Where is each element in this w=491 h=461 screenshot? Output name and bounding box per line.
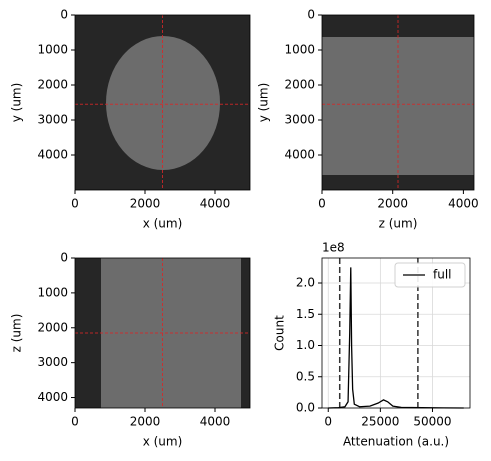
y-tick-label: 1.5 — [296, 307, 315, 321]
y-axis-label: Count — [273, 315, 287, 351]
x-axis-label: x (um) — [143, 435, 183, 449]
x-tick-label: 0 — [318, 197, 326, 211]
y-tick-label: 2000 — [37, 78, 68, 92]
y-tick-label: 1000 — [37, 285, 68, 299]
x-tick-label: 50000 — [413, 415, 451, 429]
x-axis-label: z (um) — [379, 217, 418, 231]
x-axis-label: x (um) — [143, 217, 183, 231]
y-axis-label: y (um) — [10, 83, 24, 123]
y-axis-label: y (um) — [257, 83, 271, 123]
x-axis-label: Attenuation (a.u.) — [343, 435, 449, 449]
x-tick-label: 2000 — [377, 197, 408, 211]
x-tick-label: 4000 — [448, 197, 479, 211]
y-tick-label: 2.0 — [296, 276, 315, 290]
y-tick-label: 4000 — [37, 390, 68, 404]
crosshair — [75, 15, 250, 190]
y-tick-label: 2000 — [284, 78, 315, 92]
crosshair — [322, 15, 474, 190]
y-tick-label: 0 — [60, 8, 68, 22]
y-axis-label: z (um) — [10, 314, 24, 353]
y-tick-label: 0.0 — [296, 401, 315, 415]
y-tick-label: 4000 — [37, 148, 68, 162]
x-tick-label: 2000 — [130, 415, 161, 429]
y-tick-label: 3000 — [37, 355, 68, 369]
axes-frame — [74, 14, 251, 191]
legend-label: full — [433, 268, 452, 282]
y-tick-label: 3000 — [37, 113, 68, 127]
axes-frame — [74, 257, 251, 409]
y-tick-label: 4000 — [284, 148, 315, 162]
y-tick-label: 3000 — [284, 113, 315, 127]
crosshair — [75, 258, 250, 408]
y-tick-label: 1000 — [284, 43, 315, 57]
y-tick-label: 0 — [307, 8, 315, 22]
y-tick-label: 1000 — [37, 43, 68, 57]
y-tick-label: 1.0 — [296, 338, 315, 352]
x-tick-label: 25000 — [361, 415, 399, 429]
x-tick-label: 4000 — [200, 197, 231, 211]
x-tick-label: 0 — [71, 197, 79, 211]
y-tick-label: 0.5 — [296, 369, 315, 383]
y-tick-label: 2000 — [37, 320, 68, 334]
x-tick-label: 0 — [71, 415, 79, 429]
x-tick-label: 0 — [324, 415, 332, 429]
y-tick-label: 0 — [60, 251, 68, 265]
x-tick-label: 4000 — [200, 415, 231, 429]
data-line — [328, 267, 464, 409]
axes-frame — [321, 14, 475, 191]
offset-text: 1e8 — [322, 241, 345, 255]
x-tick-label: 2000 — [130, 197, 161, 211]
axes-frame — [321, 257, 471, 409]
legend-box — [394, 262, 466, 288]
